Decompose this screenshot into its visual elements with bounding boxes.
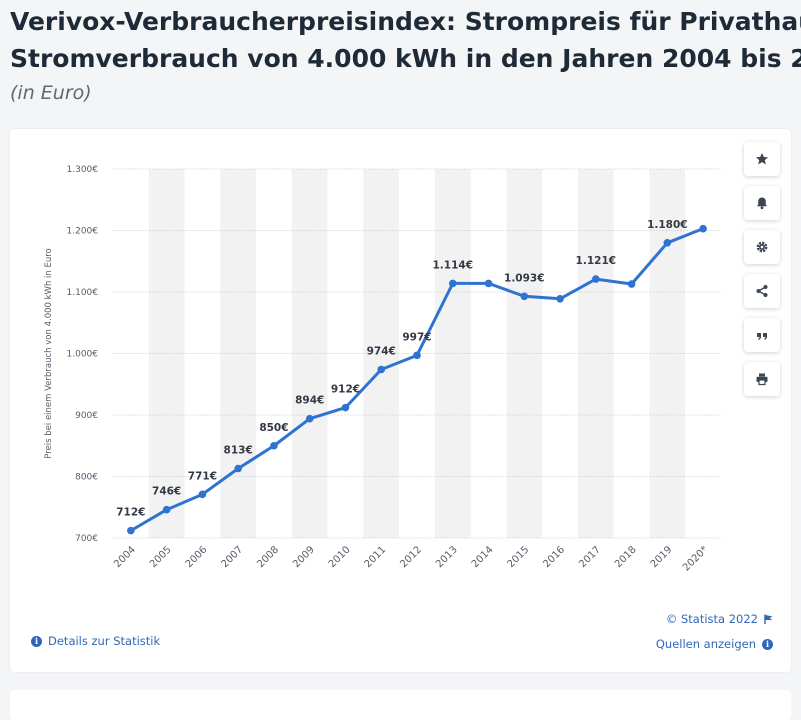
title-line-2: Stromverbrauch von 4.000 kWh in den Jahr…	[10, 44, 801, 73]
print-button[interactable]	[744, 362, 780, 396]
x-tick-label: 2016	[541, 544, 567, 570]
column-band	[577, 169, 614, 538]
y-tick-label: 1.300€	[67, 165, 99, 175]
info-icon: i	[31, 635, 42, 647]
data-label: 1.121€	[576, 255, 617, 267]
data-point	[270, 441, 278, 450]
star-icon	[756, 153, 768, 165]
x-tick-label: 2006	[184, 544, 210, 570]
page-title: Verivox-Verbraucherpreisindex: Stromprei…	[10, 3, 801, 77]
share-button[interactable]	[744, 274, 780, 308]
notification-button[interactable]	[744, 186, 780, 220]
x-tick-label: 2012	[398, 544, 424, 570]
page-subtitle: (in Euro)	[10, 82, 92, 104]
y-tick-label: 1.200€	[67, 227, 99, 237]
y-tick-label: 900€	[75, 411, 98, 421]
y-tick-label: 800€	[75, 473, 98, 483]
data-point	[198, 490, 207, 499]
info-icon: i	[762, 638, 773, 650]
copyright-link[interactable]: © Statista 2022	[666, 612, 773, 626]
data-point	[556, 294, 564, 303]
data-label: 850€	[259, 422, 288, 434]
gear-icon	[756, 241, 768, 253]
data-point	[699, 224, 707, 233]
x-tick-label: 2008	[255, 544, 281, 570]
header: Verivox-Verbraucherpreisindex: Stromprei…	[0, 0, 801, 125]
data-point	[162, 505, 171, 514]
x-tick-label: 2010	[327, 544, 353, 570]
data-label: 912€	[331, 384, 360, 396]
settings-button[interactable]	[744, 230, 780, 264]
sources-link[interactable]: Quellen anzeigen i	[656, 637, 773, 651]
data-point	[592, 275, 600, 283]
x-tick-label: 2015	[506, 544, 532, 570]
quote-icon	[757, 333, 767, 340]
x-tick-label: 2013	[434, 544, 460, 570]
data-point	[627, 280, 636, 288]
data-label: 813€	[224, 445, 253, 457]
y-axis-label: Preis bei einem Verbrauch von 4.000 kWh …	[44, 248, 54, 459]
column-band	[291, 169, 328, 538]
data-point	[484, 279, 493, 288]
column-band	[220, 169, 257, 538]
data-label: 997€	[402, 331, 431, 343]
series-line	[129, 227, 705, 533]
y-tick-label: 1.000€	[67, 350, 99, 360]
chart-toolbar	[744, 142, 780, 406]
y-tick-label: 700€	[75, 534, 98, 544]
data-label: 974€	[367, 345, 396, 357]
x-tick-label: 2018	[613, 544, 639, 570]
data-label: 894€	[295, 395, 324, 407]
data-point	[127, 526, 135, 535]
x-tick-label: 2005	[148, 544, 174, 570]
x-tick-label: 2009	[291, 544, 317, 570]
data-label: 746€	[152, 486, 181, 498]
x-tick-label: 2011	[363, 544, 389, 570]
data-point	[377, 365, 386, 374]
bell-icon	[757, 197, 767, 210]
favorite-button[interactable]	[744, 142, 780, 176]
share-icon	[756, 285, 768, 297]
x-tick-label: 2004	[112, 544, 138, 570]
column-band	[148, 169, 185, 538]
column-band	[649, 169, 686, 538]
title-line-1: Verivox-Verbraucherpreisindex: Stromprei…	[10, 7, 801, 36]
data-label: 771€	[188, 470, 217, 482]
copyright-text: © Statista 2022	[665, 612, 758, 626]
flag-icon	[764, 614, 773, 624]
data-point	[448, 279, 457, 288]
details-link[interactable]: i Details zur Statistik	[31, 634, 160, 648]
data-label: 712€	[116, 507, 145, 519]
cite-button[interactable]	[744, 318, 780, 352]
print-icon	[756, 373, 768, 386]
data-point	[413, 351, 421, 360]
data-point	[234, 464, 242, 473]
data-point	[663, 239, 672, 247]
y-tick-label: 1.100€	[67, 288, 99, 298]
x-tick-label: 2019	[649, 544, 675, 570]
sources-label: Quellen anzeigen	[655, 637, 756, 651]
data-label: 1.114€	[432, 259, 473, 271]
x-tick-label: 2017	[577, 544, 603, 570]
details-label: Details zur Statistik	[48, 634, 161, 648]
data-label: 1.180€	[647, 219, 688, 231]
x-tick-label: 2014	[470, 544, 496, 570]
x-tick-label: 2007	[220, 544, 246, 570]
data-point	[305, 414, 314, 423]
data-label: 1.093€	[504, 272, 545, 284]
data-point	[520, 292, 529, 301]
data-point	[341, 403, 350, 412]
x-tick-label: 2020*	[681, 544, 710, 573]
